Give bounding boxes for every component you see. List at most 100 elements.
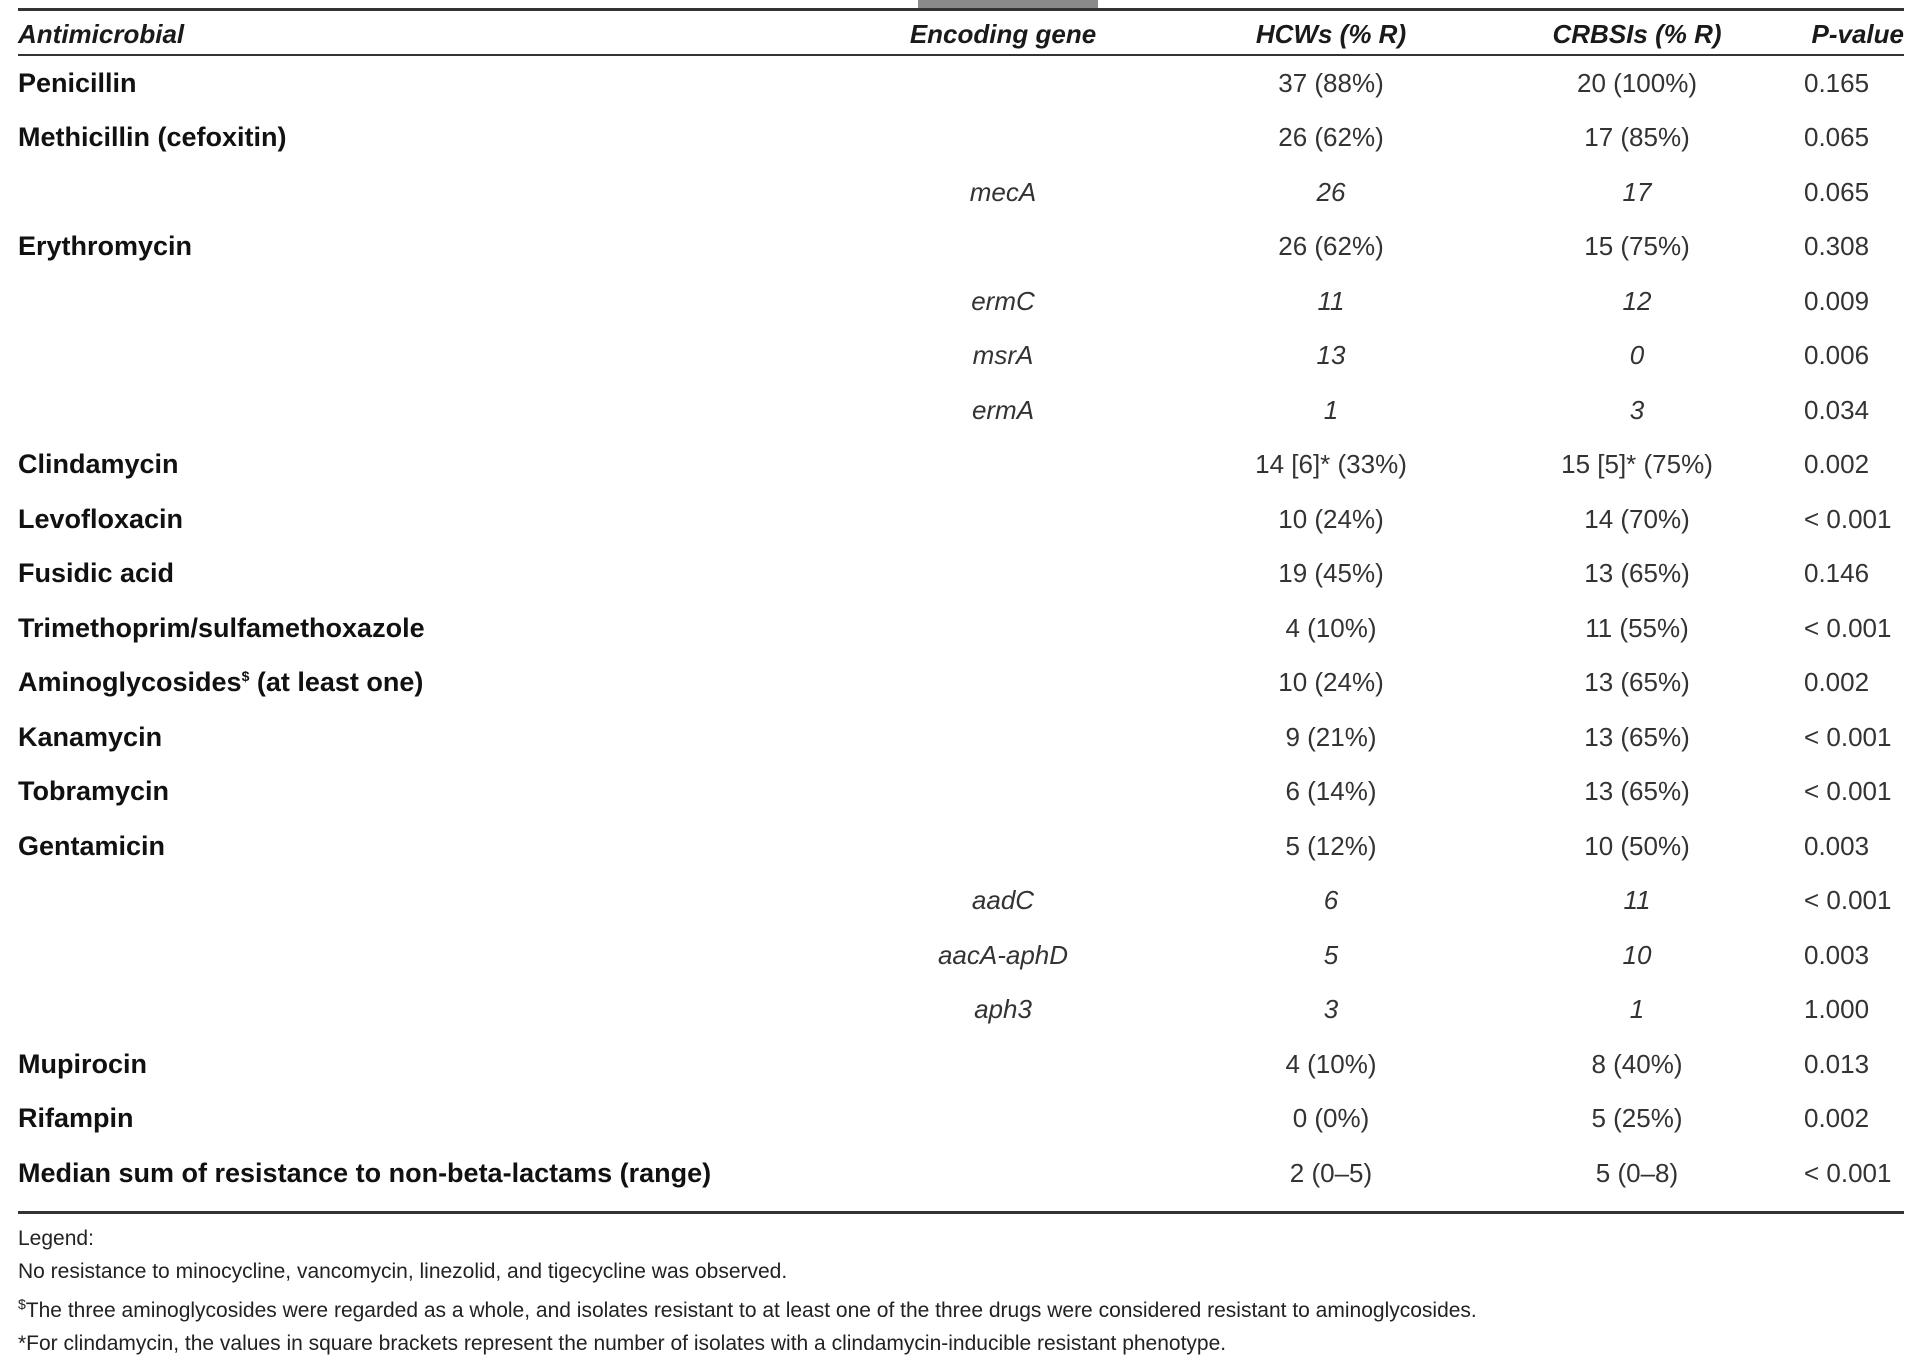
cell-pvalue: 0.065 — [1790, 165, 1904, 220]
header-pvalue: P-value — [1790, 14, 1904, 56]
cell-antimicrobial: Mupirocin — [18, 1037, 828, 1092]
table-bottom-rule — [18, 1211, 1904, 1214]
pvalue-text: 0.034 — [1804, 394, 1870, 425]
cell-hcws: 5 — [1323, 939, 1339, 970]
antimicrobial-name: Aminoglycosides — [18, 667, 242, 698]
cell-antimicrobial: Trimethoprim/sulfamethoxazole — [18, 601, 828, 656]
antimicrobial-name: Tobramycin — [18, 776, 170, 807]
cell-encoding-gene — [828, 656, 1178, 711]
pvalue-text: 0.013 — [1804, 1048, 1870, 1079]
antimicrobial-name: Erythromycin — [18, 231, 193, 262]
clipped-caption-fragment — [918, 0, 1098, 8]
cell-pvalue: 0.002 — [1790, 438, 1904, 493]
table-top-rule — [18, 8, 1904, 11]
cell-crbsis: 15 [5]* (75%) — [1561, 449, 1713, 480]
cell-crbsis: 17 (85%) — [1584, 122, 1690, 153]
cell-encoding-gene — [828, 1037, 1178, 1092]
cell-hcws: 4 (10%) — [1285, 612, 1377, 643]
cell-crbsis: 8 (40%) — [1591, 1048, 1683, 1079]
cell-pvalue: 0.003 — [1790, 928, 1904, 983]
cell-hcws: 10 (24%) — [1278, 667, 1384, 698]
cell-pvalue: 0.165 — [1790, 55, 1904, 111]
cell-crbsis: 13 (65%) — [1584, 721, 1690, 752]
table-row: Median sum of resistance to non-beta-lac… — [18, 1146, 1904, 1201]
header-hcws: HCWs (% R) — [1178, 14, 1484, 56]
cell-hcws: 0 (0%) — [1292, 1103, 1370, 1134]
header-encoding-gene: Encoding gene — [828, 14, 1178, 56]
cell-encoding-gene — [828, 710, 1178, 765]
cell-antimicrobial — [18, 274, 828, 329]
antimicrobial-name: Kanamycin — [18, 721, 163, 752]
table-row: Trimethoprim/sulfamethoxazole 4 (10%) 11 (… — [18, 601, 1904, 656]
pvalue-text: 0.009 — [1804, 285, 1870, 316]
legend-line-2: $The three aminoglycosides were regarded… — [18, 1288, 1904, 1327]
cell-encoding-gene: msrA — [972, 340, 1034, 371]
cell-crbsis: 13 (65%) — [1584, 776, 1690, 807]
cell-pvalue: 0.002 — [1790, 656, 1904, 711]
table-row: msrA 13 0 0.006 — [18, 329, 1904, 384]
cell-pvalue: < 0.001 — [1790, 1146, 1904, 1201]
table-row: mecA 26 17 0.065 — [18, 165, 1904, 220]
cell-antimicrobial: Kanamycin — [18, 710, 828, 765]
pvalue-text: 0.002 — [1804, 1103, 1870, 1134]
cell-pvalue: 0.009 — [1790, 274, 1904, 329]
cell-encoding-gene — [828, 547, 1178, 602]
antimicrobial-name: Methicillin (cefoxitin) — [18, 122, 287, 153]
cell-antimicrobial — [18, 983, 828, 1038]
cell-crbsis: 0 — [1629, 340, 1645, 371]
cell-pvalue: 0.006 — [1790, 329, 1904, 384]
cell-pvalue: 0.146 — [1790, 547, 1904, 602]
cell-hcws: 4 (10%) — [1285, 1048, 1377, 1079]
cell-hcws: 26 (62%) — [1278, 122, 1384, 153]
pvalue-text: < 0.001 — [1804, 776, 1892, 807]
cell-encoding-gene: ermA — [971, 394, 1035, 425]
cell-hcws: 26 — [1316, 176, 1346, 207]
pvalue-text: < 0.001 — [1804, 885, 1892, 916]
cell-hcws: 6 — [1323, 885, 1339, 916]
antimicrobial-name: Gentamicin — [18, 830, 166, 861]
pvalue-text: < 0.001 — [1804, 612, 1892, 643]
cell-hcws: 14 [6]* (33%) — [1255, 449, 1407, 480]
cell-hcws: 13 — [1316, 340, 1346, 371]
cell-encoding-gene: aph3 — [974, 994, 1032, 1025]
table-row: Fusidic acid 19 (45%) 13 (65%) 0.146 — [18, 547, 1904, 602]
cell-antimicrobial — [18, 383, 828, 438]
table-body: Penicillin 37 (88%) 20 (100%) 0.165 Methicil… — [18, 55, 1904, 1201]
cell-antimicrobial — [18, 329, 828, 384]
footnote-mark: $ — [241, 668, 250, 685]
pvalue-text: 0.003 — [1804, 939, 1870, 970]
table-row: ermA 1 3 0.034 — [18, 383, 1904, 438]
table-row: Kanamycin 9 (21%) 13 (65%) < 0.001 — [18, 710, 1904, 765]
cell-encoding-gene: aadC — [971, 885, 1035, 916]
pvalue-text: 0.002 — [1804, 667, 1870, 698]
cell-hcws: 5 (12%) — [1285, 830, 1377, 861]
pvalue-text: 0.065 — [1804, 176, 1870, 207]
cell-encoding-gene — [828, 819, 1178, 874]
cell-encoding-gene: mecA — [969, 176, 1037, 207]
antimicrobial-name: Mupirocin — [18, 1048, 147, 1079]
cell-encoding-gene — [828, 220, 1178, 275]
cell-encoding-gene — [828, 1146, 1178, 1201]
cell-antimicrobial: Gentamicin — [18, 819, 828, 874]
cell-antimicrobial: Penicillin — [18, 55, 828, 111]
cell-pvalue: < 0.001 — [1790, 601, 1904, 656]
table-row: Aminoglycosides$ (at least one) 10 (24%) 1… — [18, 656, 1904, 711]
cell-crbsis: 10 — [1622, 939, 1652, 970]
cell-encoding-gene — [828, 111, 1178, 166]
cell-crbsis: 11 — [1623, 885, 1651, 916]
resistance-table: Antimicrobial Encoding gene HCWs (% R) C… — [18, 14, 1904, 1201]
pvalue-text: 1.000 — [1804, 994, 1870, 1025]
cell-antimicrobial: Clindamycin — [18, 438, 828, 493]
table-legend: Legend: No resistance to minocycline, va… — [18, 1222, 1904, 1360]
cell-hcws: 19 (45%) — [1278, 558, 1384, 589]
cell-encoding-gene — [828, 601, 1178, 656]
cell-crbsis: 13 (65%) — [1584, 558, 1690, 589]
table-row: Levofloxacin 10 (24%) 14 (70%) < 0.001 — [18, 492, 1904, 547]
cell-crbsis: 1 — [1629, 994, 1645, 1025]
cell-pvalue: 0.065 — [1790, 111, 1904, 166]
cell-pvalue: 1.000 — [1790, 983, 1904, 1038]
cell-encoding-gene — [828, 1092, 1178, 1147]
table-row: Tobramycin 6 (14%) 13 (65%) < 0.001 — [18, 765, 1904, 820]
legend-line-1: No resistance to minocycline, vancomycin… — [18, 1260, 788, 1283]
table-header: Antimicrobial Encoding gene HCWs (% R) C… — [18, 14, 1904, 56]
